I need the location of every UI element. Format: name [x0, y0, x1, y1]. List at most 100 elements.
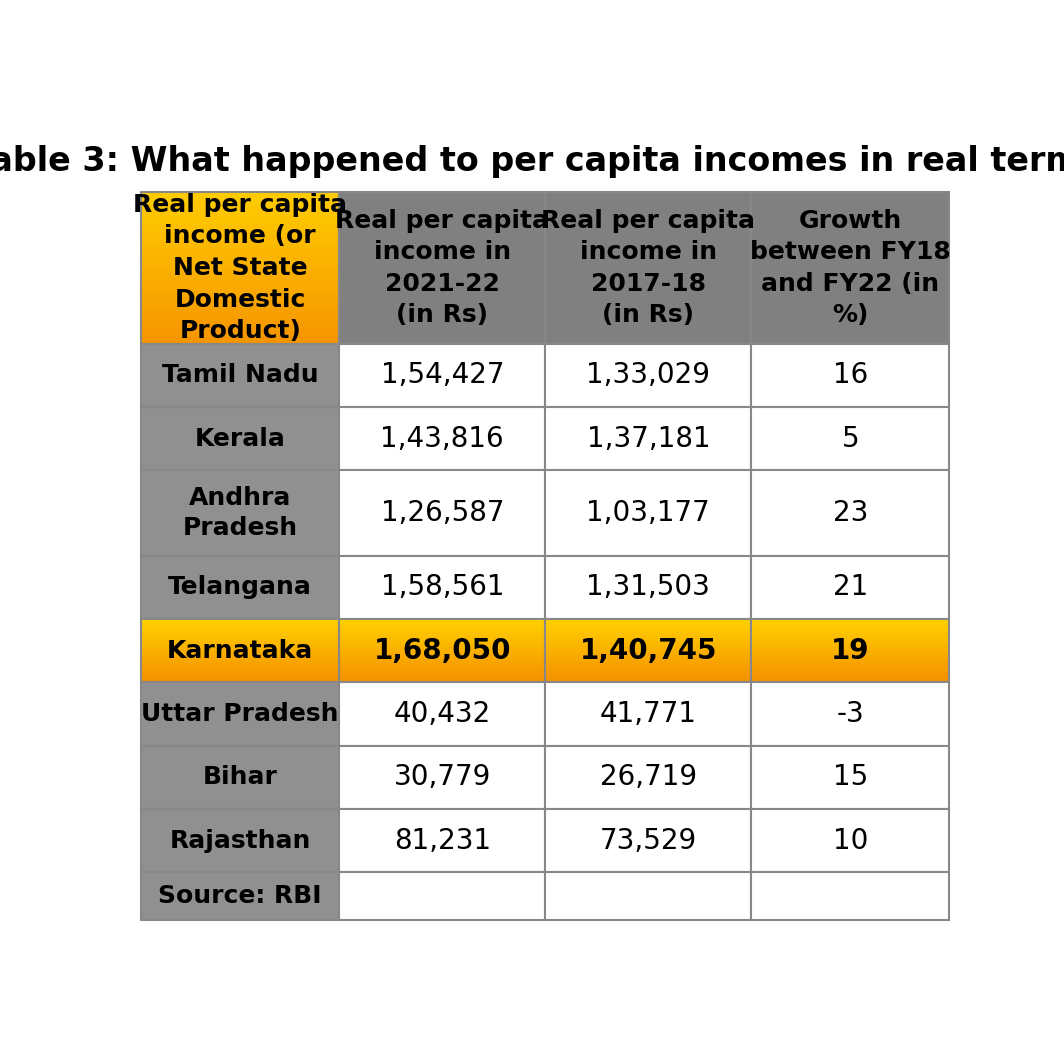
- Bar: [751, 678, 949, 679]
- Bar: [751, 668, 949, 670]
- Bar: [142, 308, 339, 310]
- Bar: [142, 200, 339, 202]
- Bar: [142, 218, 339, 220]
- Text: Andhra
Pradesh: Andhra Pradesh: [183, 486, 298, 540]
- Bar: [339, 660, 545, 662]
- Bar: [142, 619, 339, 682]
- Bar: [339, 675, 545, 676]
- Bar: [339, 625, 545, 627]
- Bar: [142, 407, 339, 470]
- Text: 23: 23: [833, 499, 868, 527]
- Bar: [751, 630, 949, 632]
- Bar: [751, 665, 949, 666]
- Bar: [142, 872, 339, 920]
- Bar: [142, 192, 339, 344]
- Bar: [545, 344, 751, 407]
- Bar: [142, 296, 339, 298]
- Text: 1,54,427: 1,54,427: [381, 361, 504, 389]
- Bar: [545, 407, 751, 470]
- Bar: [751, 661, 949, 663]
- Bar: [142, 210, 339, 213]
- Bar: [142, 621, 339, 622]
- Bar: [142, 679, 339, 681]
- Bar: [751, 663, 949, 665]
- Bar: [142, 240, 339, 243]
- Bar: [751, 657, 949, 658]
- Bar: [142, 682, 339, 745]
- Text: Real per capita
income (or
Net State
Domestic
Product): Real per capita income (or Net State Dom…: [133, 193, 347, 344]
- Bar: [142, 245, 339, 248]
- Bar: [142, 225, 339, 227]
- Bar: [339, 621, 545, 622]
- Bar: [142, 663, 339, 665]
- Bar: [751, 622, 949, 624]
- Bar: [545, 809, 751, 872]
- Bar: [751, 625, 949, 627]
- Bar: [545, 672, 751, 673]
- Bar: [545, 654, 751, 655]
- Text: Tamil Nadu: Tamil Nadu: [162, 363, 318, 387]
- Bar: [339, 407, 545, 470]
- Bar: [339, 651, 545, 652]
- Bar: [142, 208, 339, 210]
- Bar: [142, 321, 339, 324]
- Bar: [545, 681, 751, 682]
- Bar: [142, 257, 339, 261]
- Bar: [339, 622, 545, 624]
- Bar: [545, 643, 751, 645]
- Bar: [751, 621, 949, 622]
- Bar: [142, 305, 339, 308]
- Text: 40,432: 40,432: [394, 700, 491, 728]
- Text: 1,26,587: 1,26,587: [381, 499, 504, 527]
- Text: Uttar Pradesh: Uttar Pradesh: [142, 702, 339, 726]
- Bar: [142, 261, 339, 263]
- Bar: [142, 633, 339, 635]
- Bar: [142, 336, 339, 338]
- Bar: [751, 809, 949, 872]
- Bar: [142, 676, 339, 678]
- Text: 1,58,561: 1,58,561: [381, 573, 504, 601]
- Bar: [142, 285, 339, 289]
- Bar: [545, 633, 751, 635]
- Text: Rajasthan: Rajasthan: [169, 828, 311, 852]
- Bar: [142, 204, 339, 208]
- Bar: [545, 651, 751, 652]
- Bar: [142, 236, 339, 238]
- Bar: [545, 666, 751, 668]
- Bar: [751, 619, 949, 621]
- Bar: [545, 682, 751, 745]
- Bar: [142, 263, 339, 266]
- Text: 26,719: 26,719: [600, 763, 697, 791]
- Bar: [751, 658, 949, 660]
- Bar: [751, 470, 949, 555]
- Bar: [751, 646, 949, 648]
- Bar: [751, 633, 949, 635]
- Bar: [751, 645, 949, 646]
- Text: Real per capita
income in
2017-18
(in Rs): Real per capita income in 2017-18 (in Rs…: [542, 209, 755, 327]
- Bar: [142, 654, 339, 655]
- Bar: [142, 673, 339, 675]
- Bar: [142, 288, 339, 291]
- Bar: [339, 648, 545, 649]
- Bar: [751, 745, 949, 809]
- Bar: [142, 635, 339, 636]
- Text: Kerala: Kerala: [195, 427, 285, 450]
- Bar: [339, 676, 545, 678]
- Bar: [142, 213, 339, 215]
- Bar: [142, 291, 339, 293]
- Bar: [142, 283, 339, 285]
- Bar: [142, 293, 339, 296]
- Bar: [142, 278, 339, 280]
- Bar: [339, 652, 545, 654]
- Bar: [142, 670, 339, 672]
- Bar: [142, 675, 339, 676]
- Bar: [545, 639, 751, 641]
- Bar: [142, 628, 339, 630]
- Bar: [142, 192, 339, 195]
- Bar: [142, 666, 339, 668]
- Bar: [545, 679, 751, 681]
- Bar: [142, 220, 339, 223]
- Bar: [142, 645, 339, 646]
- Bar: [142, 280, 339, 283]
- Bar: [142, 227, 339, 230]
